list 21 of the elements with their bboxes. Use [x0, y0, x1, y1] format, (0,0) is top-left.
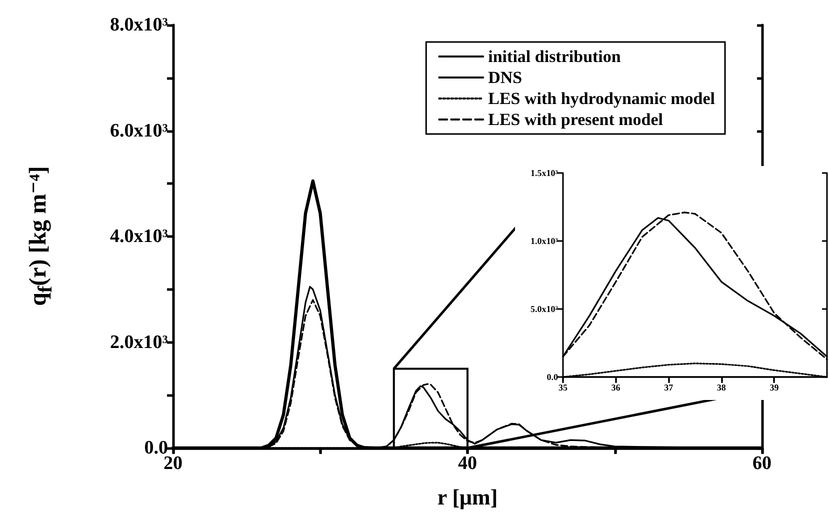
y-tick-label: 2.0x10³ — [110, 332, 168, 353]
x-tick-label: 35 — [558, 382, 568, 392]
y-tick-label: 1.0x10³ — [530, 236, 558, 246]
legend-label: LES with present model — [488, 110, 664, 129]
x-tick-label: 38 — [716, 382, 726, 392]
legend-label: initial distribution — [488, 47, 622, 66]
x-tick-label: 36 — [611, 382, 621, 392]
y-tick-label: 1.5x10³ — [530, 168, 558, 178]
y-tick-label: 6.0x10³ — [110, 120, 168, 142]
x-axis-title: r [μm] — [437, 484, 498, 510]
x-tick-label: 39 — [770, 382, 780, 392]
x-tick-label: 37 — [664, 382, 674, 392]
y-tick-label: 5.0x10² — [530, 304, 558, 314]
y-tick-label: 4.0x10³ — [110, 226, 168, 247]
x-tick-label: 20 — [164, 453, 182, 474]
y-tick-label: 8.0x10³ — [110, 14, 168, 36]
legend-label: DNS — [488, 68, 522, 87]
x-tick-label: 40 — [458, 453, 477, 474]
legend-label: LES with hydrodynamic model — [488, 89, 716, 108]
x-tick-label: 60 — [752, 453, 772, 474]
y-tick-label: 0.0 — [546, 372, 558, 382]
